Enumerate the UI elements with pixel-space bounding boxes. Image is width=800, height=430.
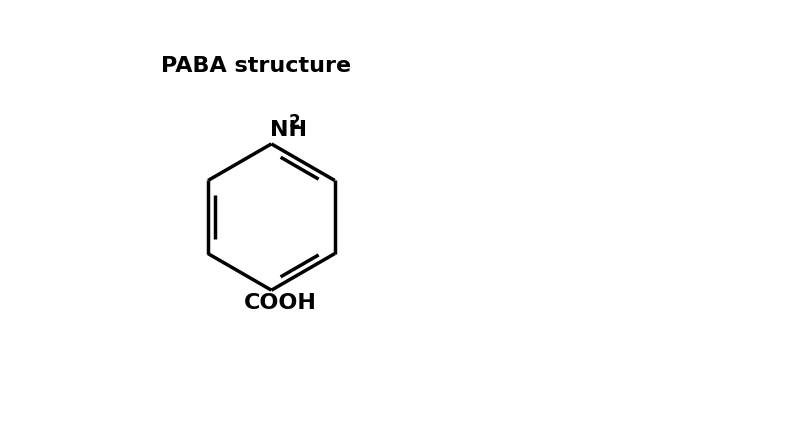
Text: COOH: COOH: [244, 292, 317, 312]
Text: PABA structure: PABA structure: [161, 55, 351, 75]
Text: 2: 2: [288, 112, 300, 130]
Text: NH: NH: [270, 120, 307, 140]
